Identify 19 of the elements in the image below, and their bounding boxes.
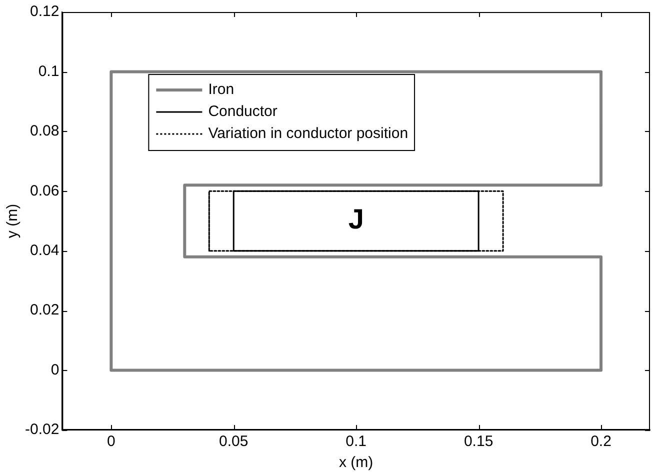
- legend-label: Conductor: [208, 103, 278, 120]
- y-tick-label: -0.02: [24, 421, 60, 438]
- x-tick-label: 0: [107, 433, 116, 450]
- legend-label: Variation in conductor position: [208, 125, 408, 142]
- y-axis-title: y (m): [4, 204, 22, 238]
- annotation: J: [348, 204, 364, 235]
- x-tick-label: 0.1: [346, 433, 367, 450]
- x-tick-label: 0.15: [464, 433, 494, 450]
- x-tick-label: 0.2: [590, 433, 612, 450]
- y-tick-label: 0.1: [38, 62, 60, 80]
- y-tick-label: 0.12: [30, 3, 60, 20]
- x-axis-title: x (m): [339, 454, 374, 472]
- y-tick-label: 0.04: [30, 242, 60, 259]
- y-tick-label: 0.08: [30, 122, 60, 140]
- y-tick-label: 0.06: [30, 182, 60, 200]
- x-tick-label: 0.05: [219, 433, 248, 450]
- y-tick-label: 0: [50, 361, 60, 378]
- legend-label: Iron: [208, 81, 234, 98]
- y-tick-label: 0.02: [30, 302, 60, 319]
